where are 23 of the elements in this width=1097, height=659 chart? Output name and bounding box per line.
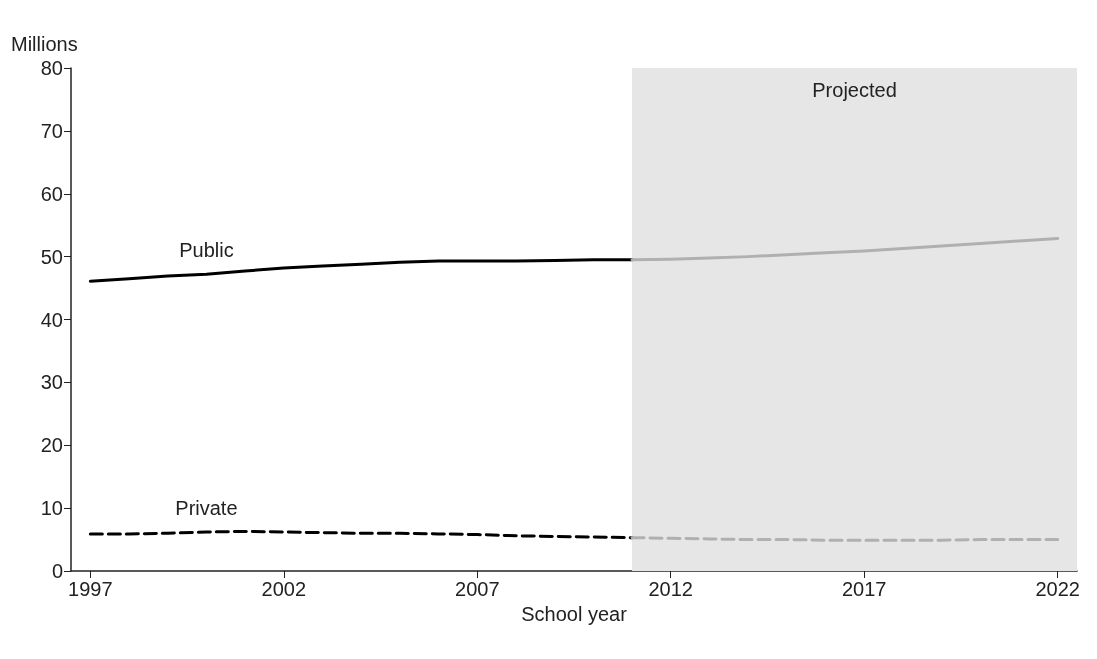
y-tick-label: 0 (51, 560, 63, 582)
band-label: Projected (812, 79, 897, 101)
line-series (88, 529, 634, 540)
y-tick-label: 20 (40, 434, 63, 457)
x-tick-label: 2002 (261, 578, 307, 600)
y-tick-label: 10 (40, 497, 63, 520)
series-label: Public (179, 239, 234, 262)
x-tick-label: 2022 (1035, 578, 1080, 600)
y-tick-label: 60 (40, 182, 63, 205)
series-label: Private (175, 497, 238, 520)
line-series (88, 258, 634, 283)
x-tick-label: 2007 (455, 578, 500, 600)
y-tick-label: 30 (40, 371, 63, 394)
x-tick-label: 2017 (841, 578, 887, 600)
y-tick-label: 70 (40, 119, 63, 142)
x-tick-label: 2012 (648, 578, 693, 600)
line-series (630, 236, 1060, 262)
y-axis-title: Millions (11, 33, 78, 55)
y-tick-label: 40 (40, 308, 63, 331)
y-tick-label: 80 (40, 57, 63, 79)
y-tick-label: 50 (40, 245, 63, 268)
x-axis-title: School year (521, 602, 628, 625)
x-tick-label: 1997 (68, 578, 113, 600)
